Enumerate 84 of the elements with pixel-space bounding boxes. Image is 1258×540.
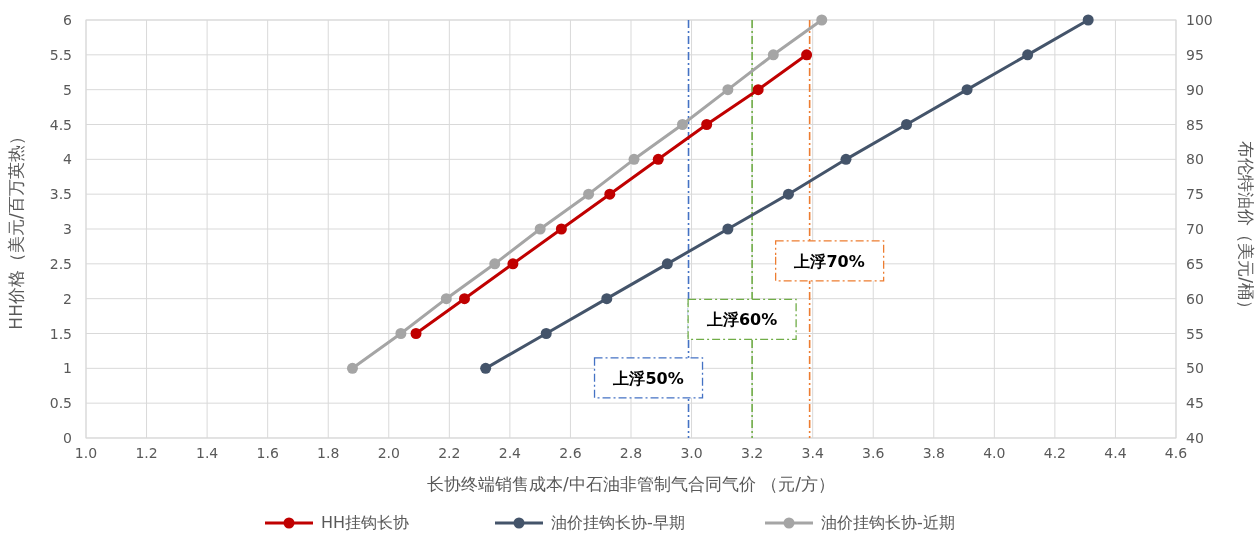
x-tick-label: 3.0 bbox=[680, 445, 703, 461]
point bbox=[752, 84, 764, 96]
x-tick-label: 4.2 bbox=[1043, 445, 1067, 461]
point bbox=[458, 293, 470, 305]
ref-line-label: 上浮60% bbox=[705, 310, 778, 330]
y-tick-label: 1 bbox=[63, 360, 72, 377]
y-tick-label: 6 bbox=[63, 12, 73, 28]
x-tick-label: 1.4 bbox=[195, 445, 219, 461]
legend-label: HH挂钩长协 bbox=[321, 513, 410, 532]
point bbox=[480, 362, 492, 374]
x-tick-label: 1.0 bbox=[74, 445, 98, 461]
y2-tick-label: 40 bbox=[1186, 430, 1204, 446]
y2-tick-label: 75 bbox=[1186, 186, 1204, 203]
legend-label: 油价挂钩长协-近期 bbox=[821, 513, 955, 532]
point bbox=[961, 84, 973, 96]
point bbox=[395, 328, 407, 339]
legend-label: 油价挂钩长协-早期 bbox=[551, 513, 685, 532]
point bbox=[583, 188, 595, 200]
y-axis-title: HH价格（美元/百万英热） bbox=[6, 128, 26, 330]
y2-tick-label: 55 bbox=[1186, 325, 1204, 342]
x-tick-label: 1.2 bbox=[135, 445, 158, 461]
point bbox=[604, 188, 616, 200]
point bbox=[901, 119, 913, 130]
y-tick-label: 3.5 bbox=[49, 186, 72, 203]
y2-tick-label: 90 bbox=[1186, 81, 1204, 98]
y-tick-label: 1.5 bbox=[49, 325, 72, 342]
point bbox=[661, 258, 673, 270]
y-tick-label: 3 bbox=[63, 221, 72, 237]
point bbox=[540, 328, 552, 339]
x-tick-label: 3.8 bbox=[922, 445, 945, 461]
y-tick-label: 0 bbox=[63, 430, 72, 446]
point bbox=[722, 84, 734, 96]
point bbox=[628, 153, 640, 165]
x-axis-title: 长协终端销售成本/中石油非管制气合同气价 （元/方） bbox=[427, 474, 835, 494]
y2-tick-label: 60 bbox=[1186, 290, 1204, 307]
x-tick-label: 2.0 bbox=[377, 445, 400, 461]
y2-tick-label: 85 bbox=[1186, 116, 1204, 133]
point bbox=[1082, 14, 1094, 26]
y2-axis-title: 布伦特油价（美元/桶） bbox=[1236, 141, 1256, 317]
y-tick-label: 0.5 bbox=[49, 395, 72, 412]
x-tick-label: 4.4 bbox=[1104, 445, 1127, 461]
point bbox=[801, 49, 813, 61]
point bbox=[722, 223, 734, 235]
point bbox=[816, 14, 828, 26]
y2-tick-label: 45 bbox=[1186, 395, 1204, 412]
y-tick-label: 2.5 bbox=[49, 255, 72, 272]
point bbox=[840, 153, 852, 165]
y2-tick-label: 70 bbox=[1186, 221, 1204, 237]
x-tick-label: 4.0 bbox=[983, 445, 1006, 461]
y-tick-label: 4 bbox=[63, 151, 73, 168]
x-tick-label: 4.6 bbox=[1164, 445, 1188, 461]
point bbox=[410, 328, 422, 339]
x-tick-label: 3.6 bbox=[862, 445, 885, 461]
point bbox=[489, 258, 501, 270]
x-tick-label: 2.6 bbox=[559, 445, 582, 461]
y2-tick-label: 80 bbox=[1186, 151, 1204, 168]
point bbox=[346, 362, 358, 374]
y-tick-label: 4.5 bbox=[49, 116, 72, 133]
x-tick-label: 1.6 bbox=[256, 445, 279, 461]
point bbox=[555, 223, 567, 235]
point bbox=[782, 188, 794, 200]
y2-tick-label: 65 bbox=[1186, 255, 1204, 272]
ref-line-label: 上浮50% bbox=[612, 368, 684, 388]
point bbox=[767, 49, 779, 61]
y2-tick-label: 50 bbox=[1186, 360, 1204, 377]
point bbox=[601, 293, 613, 305]
x-tick-label: 1.8 bbox=[317, 445, 340, 461]
point bbox=[1022, 49, 1034, 61]
x-tick-label: 3.2 bbox=[740, 445, 764, 461]
y-tick-label: 2 bbox=[63, 290, 72, 307]
y2-tick-label: 95 bbox=[1186, 46, 1204, 63]
y-tick-label: 5.5 bbox=[49, 46, 72, 63]
x-tick-label: 2.2 bbox=[438, 445, 461, 461]
y-tick-label: 5 bbox=[63, 81, 72, 98]
x-tick-label: 3.4 bbox=[801, 445, 824, 461]
point bbox=[440, 293, 452, 305]
point bbox=[534, 223, 546, 235]
point bbox=[507, 258, 519, 270]
x-tick-label: 2.4 bbox=[498, 445, 522, 461]
x-tick-label: 2.8 bbox=[619, 445, 643, 461]
y2-tick-label: 100 bbox=[1186, 12, 1213, 28]
point bbox=[676, 119, 688, 130]
point bbox=[652, 153, 664, 165]
point bbox=[701, 119, 713, 130]
